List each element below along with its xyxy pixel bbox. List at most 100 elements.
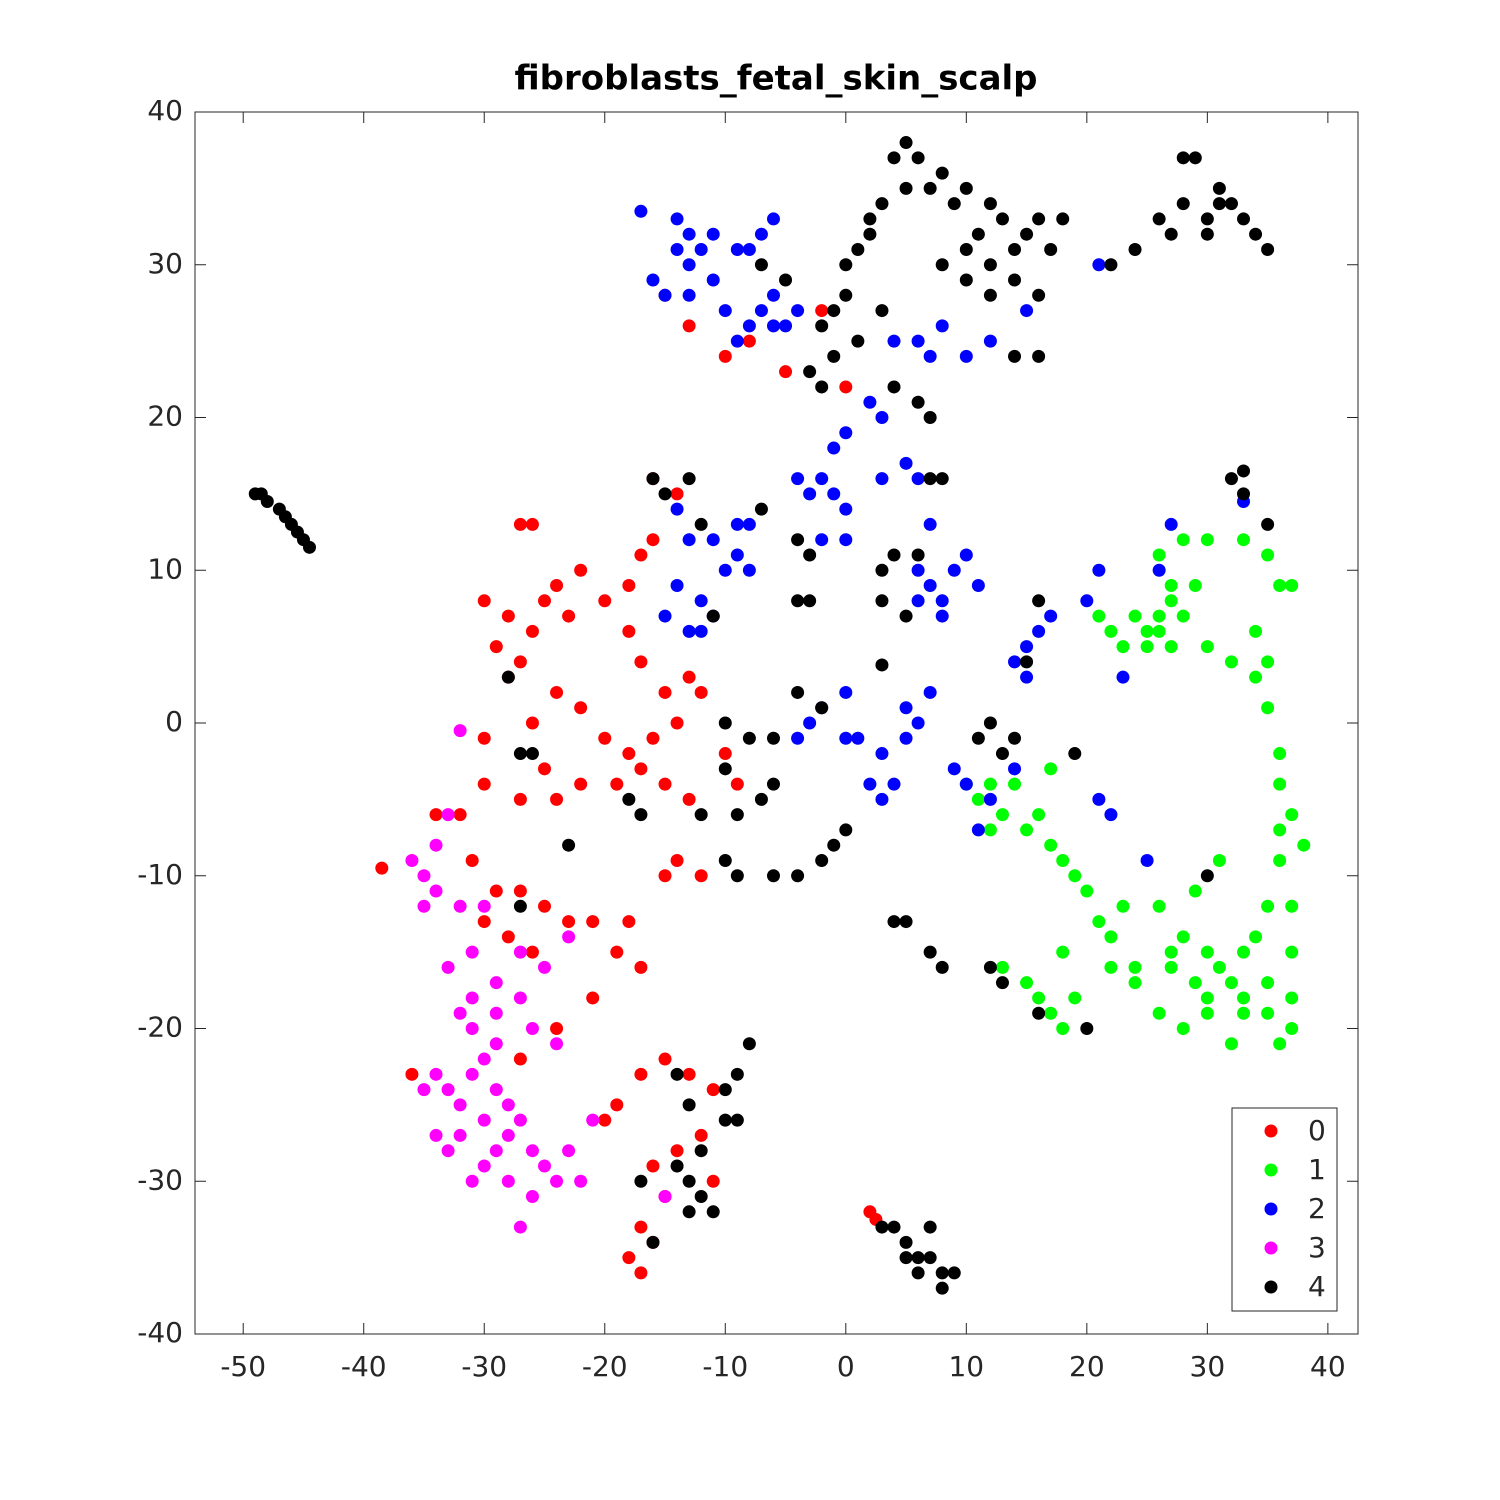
point (1020, 227, 1034, 241)
point (1273, 823, 1287, 837)
point (465, 1022, 479, 1035)
point (1200, 533, 1214, 547)
point (1200, 869, 1214, 883)
point (1285, 991, 1299, 1005)
point (899, 1251, 913, 1265)
point (525, 1190, 539, 1204)
point (501, 930, 515, 944)
point (742, 319, 756, 333)
point (489, 640, 503, 654)
legend-label: 3 (1308, 1231, 1326, 1264)
point (742, 517, 756, 531)
point (610, 777, 624, 791)
point (1285, 945, 1299, 959)
point (1140, 853, 1154, 867)
point (754, 792, 768, 806)
point (562, 915, 576, 929)
point (513, 1220, 527, 1234)
point (694, 869, 708, 883)
point (959, 777, 973, 791)
point (1261, 899, 1275, 913)
point (803, 716, 817, 730)
point (658, 685, 672, 699)
point (694, 624, 708, 638)
point (622, 792, 636, 806)
point (803, 594, 817, 608)
point (646, 1235, 660, 1249)
point (1032, 1006, 1046, 1020)
point (1285, 579, 1299, 593)
point (899, 181, 913, 195)
point (1188, 884, 1202, 898)
point (1224, 197, 1238, 211)
point (1200, 212, 1214, 226)
point (1032, 808, 1046, 822)
point (1092, 563, 1106, 577)
point (622, 747, 636, 761)
point (983, 960, 997, 974)
point (995, 747, 1009, 761)
point (1152, 899, 1166, 913)
point (718, 853, 732, 867)
point (417, 899, 431, 913)
point (417, 1083, 431, 1097)
point (1128, 960, 1142, 974)
point (682, 288, 696, 302)
point (791, 731, 805, 745)
point (983, 258, 997, 272)
point (1008, 777, 1022, 791)
point (827, 838, 841, 852)
point (839, 502, 853, 516)
point (634, 960, 648, 974)
x-tick-label: -30 (461, 1350, 507, 1383)
point (791, 869, 805, 883)
point (1261, 548, 1275, 562)
point (1068, 869, 1082, 883)
point (1008, 655, 1022, 669)
point (658, 487, 672, 501)
point (815, 472, 829, 486)
point (1152, 624, 1166, 638)
point (1032, 288, 1046, 302)
point (694, 808, 708, 822)
point (742, 731, 756, 745)
point (971, 792, 985, 806)
point (501, 1128, 515, 1142)
point (405, 1067, 419, 1081)
point (1188, 579, 1202, 593)
point (682, 319, 696, 333)
point (562, 1144, 576, 1158)
point (754, 258, 768, 272)
point (863, 395, 877, 409)
point (875, 658, 889, 672)
point (1249, 227, 1263, 241)
point (791, 472, 805, 486)
point (730, 808, 744, 822)
point (730, 1113, 744, 1127)
point (923, 349, 937, 363)
point (550, 1022, 564, 1035)
point (513, 1113, 527, 1127)
point (1237, 991, 1251, 1005)
point (694, 1128, 708, 1142)
point (791, 533, 805, 547)
point (911, 548, 925, 562)
point (1224, 655, 1238, 669)
point (513, 792, 527, 806)
point (1044, 762, 1058, 776)
point (1056, 1022, 1070, 1035)
point (525, 716, 539, 730)
point (1285, 899, 1299, 913)
point (718, 716, 732, 730)
point (718, 563, 732, 577)
point (875, 747, 889, 761)
point (923, 685, 937, 699)
point (875, 594, 889, 608)
point (718, 304, 732, 318)
point (1237, 1006, 1251, 1020)
point (441, 1144, 455, 1158)
point (1176, 533, 1190, 547)
point (1104, 624, 1118, 638)
point (634, 1174, 648, 1188)
point (1249, 930, 1263, 944)
